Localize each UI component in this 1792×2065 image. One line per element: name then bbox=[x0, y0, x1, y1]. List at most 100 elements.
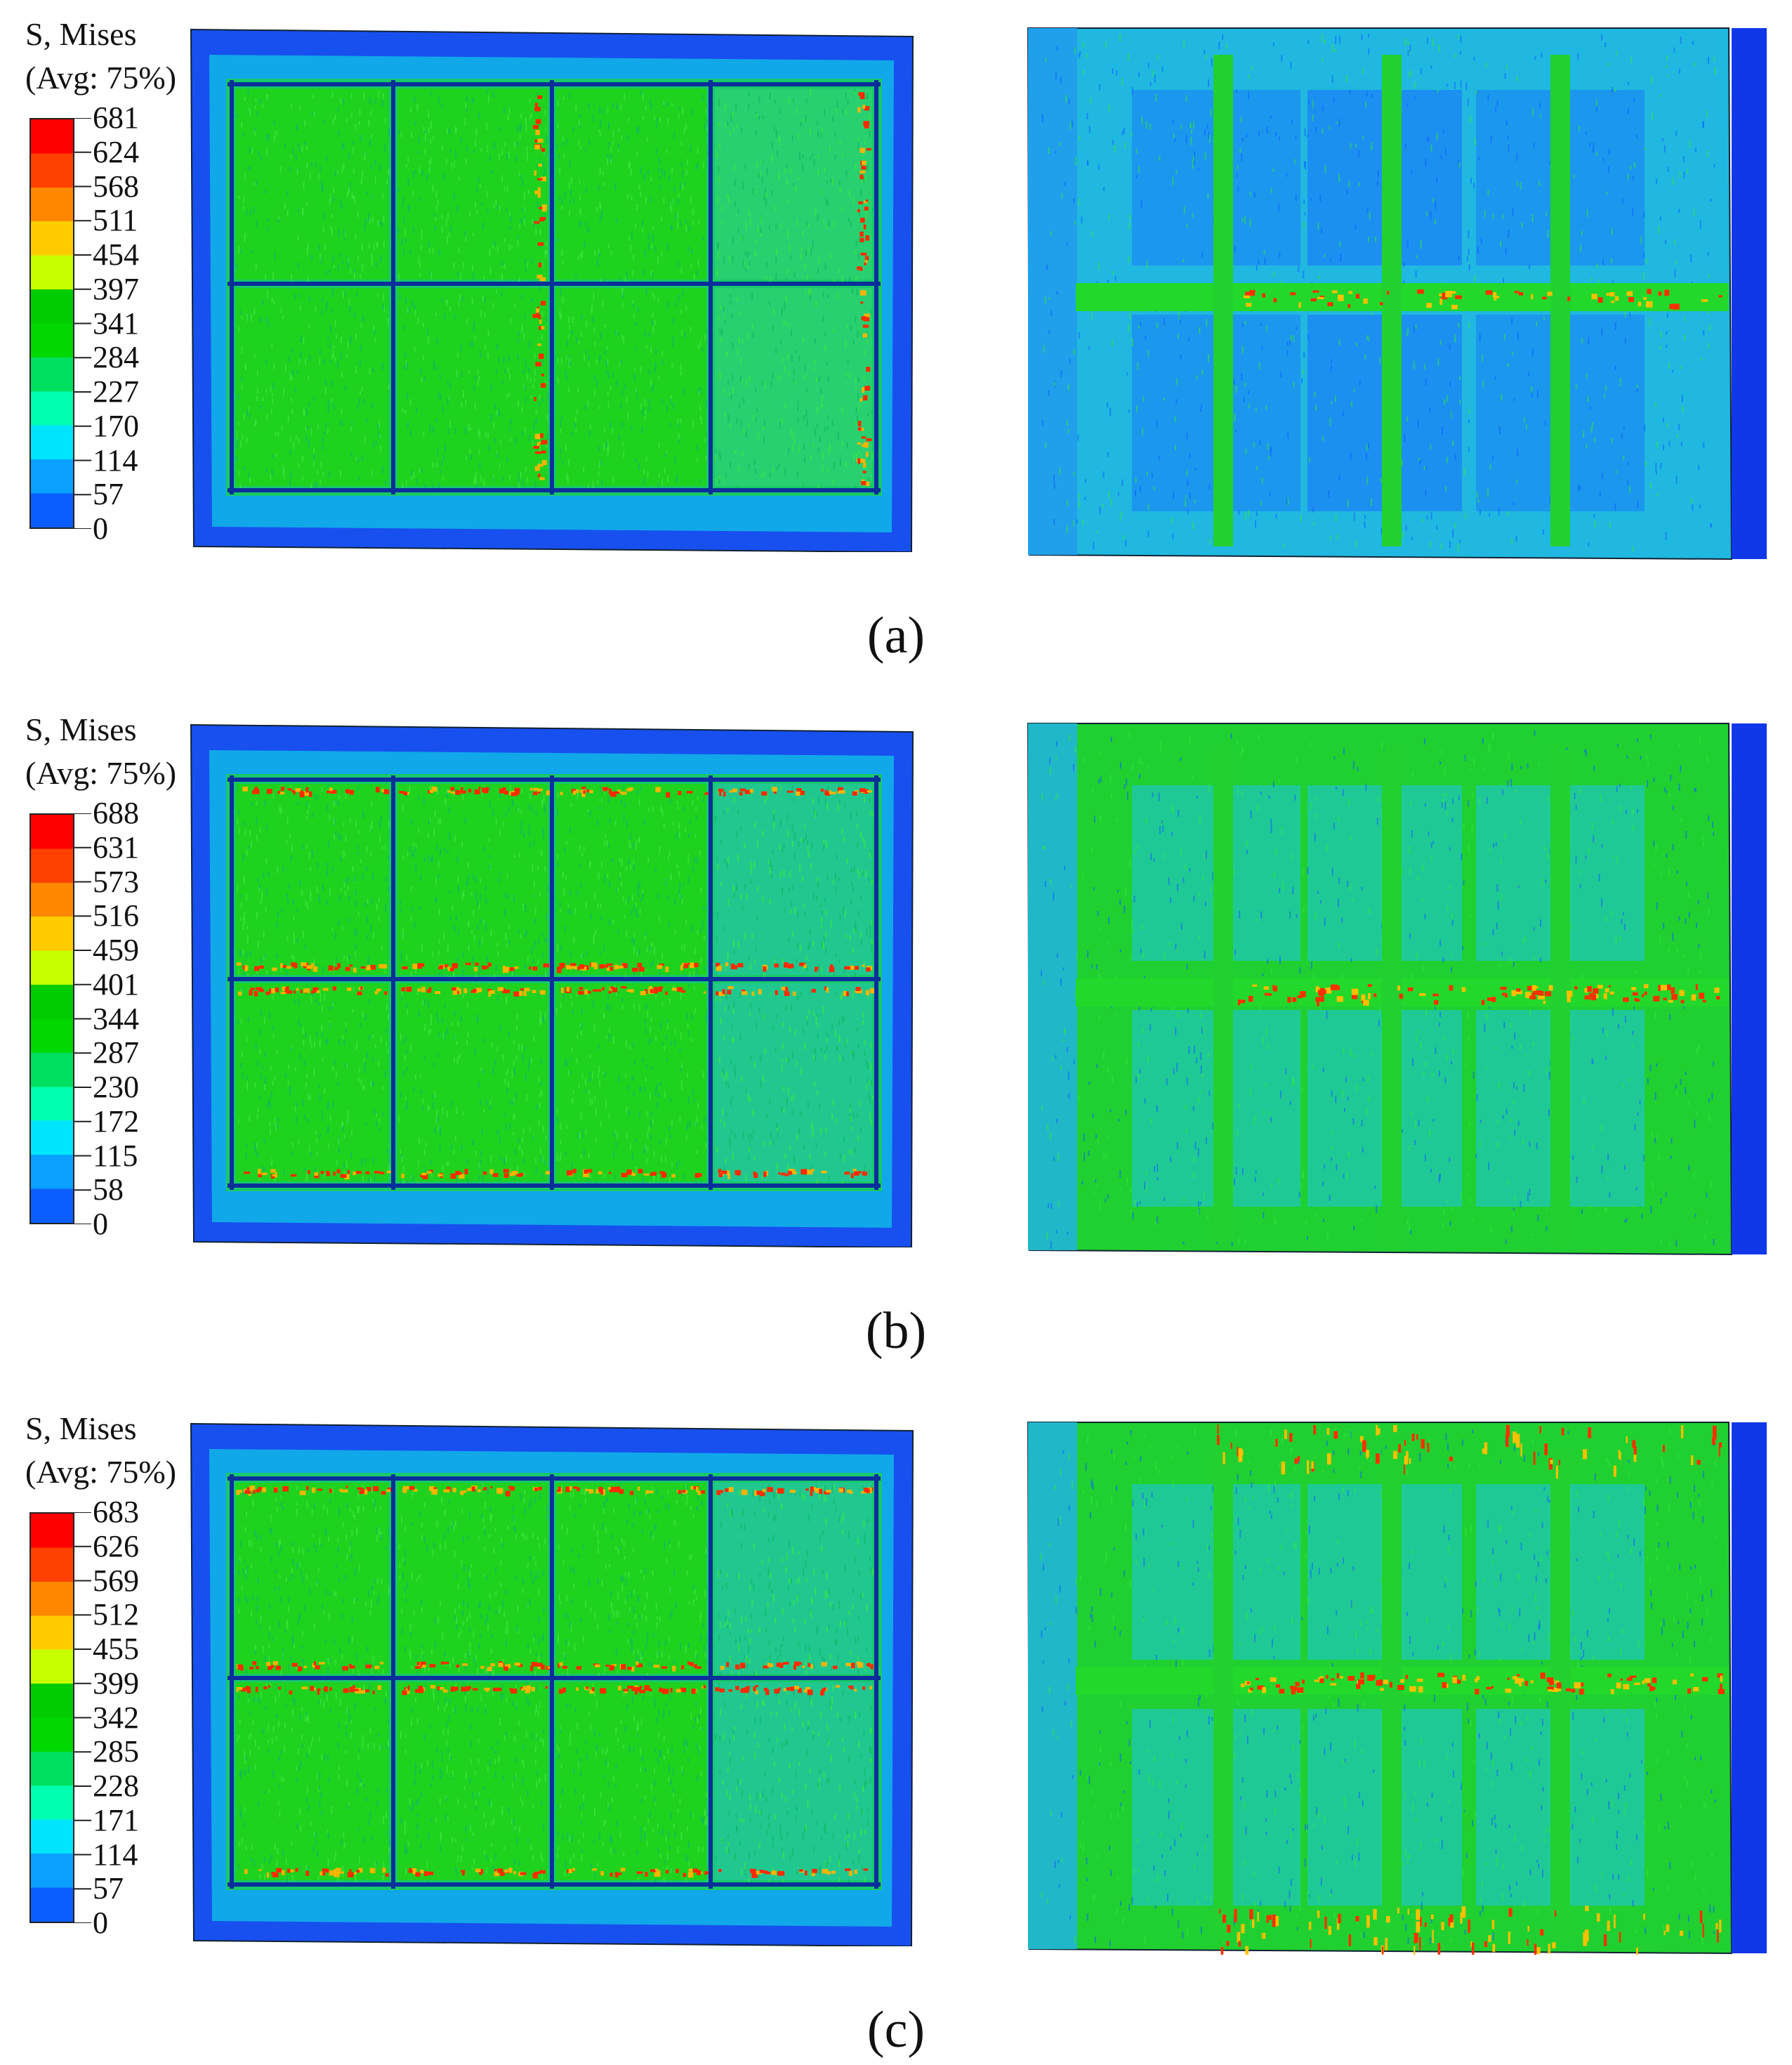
mesh-speckle bbox=[446, 159, 448, 165]
stress-hotspot bbox=[449, 967, 454, 971]
mesh-speckle bbox=[1209, 538, 1211, 545]
mesh-speckle bbox=[435, 312, 437, 317]
stress-hotspot bbox=[401, 1173, 404, 1179]
mesh-speckle bbox=[1172, 119, 1174, 124]
mesh-speckle bbox=[531, 258, 533, 264]
mesh-speckle bbox=[671, 1162, 673, 1167]
mesh-speckle bbox=[668, 1125, 671, 1132]
stress-hotspot bbox=[786, 790, 793, 793]
mesh-speckle bbox=[823, 844, 825, 851]
mesh-speckle bbox=[334, 932, 336, 939]
mesh-speckle bbox=[1135, 477, 1137, 483]
mesh-speckle bbox=[315, 1031, 317, 1037]
stress-hotspot bbox=[1426, 303, 1432, 308]
mesh-speckle bbox=[576, 1057, 578, 1064]
mesh-speckle bbox=[812, 798, 814, 804]
mesh-speckle bbox=[616, 103, 618, 110]
mesh-speckle bbox=[1189, 453, 1191, 459]
mesh-speckle bbox=[1355, 224, 1357, 230]
mesh-speckle bbox=[1449, 343, 1451, 350]
mesh-speckle bbox=[289, 480, 291, 487]
mesh-speckle bbox=[1710, 523, 1712, 527]
mesh-speckle bbox=[424, 1023, 426, 1031]
stress-hotspot bbox=[864, 259, 868, 264]
mesh-speckle bbox=[1309, 457, 1311, 462]
mesh-speckle bbox=[263, 872, 265, 879]
legend-value-labels: 688 631 573 516 459 401 344 287 230 172 … bbox=[93, 798, 191, 1240]
mesh-speckle bbox=[826, 426, 829, 431]
stress-hotspot bbox=[652, 990, 658, 994]
mesh-speckle bbox=[348, 955, 350, 959]
stress-hotspot bbox=[1417, 289, 1424, 294]
mesh-speckle bbox=[716, 857, 718, 861]
mesh-speckle bbox=[364, 1068, 366, 1073]
mesh-speckle bbox=[341, 143, 343, 150]
mesh-speckle bbox=[522, 1056, 524, 1063]
mesh-speckle bbox=[727, 952, 729, 960]
mesh-speckle bbox=[592, 1071, 594, 1079]
mesh-speckle bbox=[1658, 225, 1660, 234]
mesh-speckle bbox=[840, 995, 842, 1000]
mesh-speckle bbox=[1470, 177, 1472, 184]
mesh-speckle bbox=[509, 474, 511, 481]
mesh-speckle bbox=[438, 972, 440, 980]
mesh-speckle bbox=[655, 994, 657, 999]
stress-hotspot bbox=[443, 964, 449, 968]
mesh-speckle bbox=[423, 998, 426, 1005]
mesh-speckle bbox=[246, 1075, 248, 1080]
mesh-speckle bbox=[1426, 137, 1428, 141]
mesh-speckle bbox=[595, 206, 598, 213]
mesh-speckle bbox=[468, 945, 470, 951]
stress-hotspot bbox=[539, 788, 543, 791]
mesh-speckle bbox=[496, 452, 499, 458]
mesh-speckle bbox=[870, 483, 872, 487]
mesh-speckle bbox=[337, 1081, 339, 1086]
mesh-speckle bbox=[1336, 534, 1338, 541]
stress-hotspot bbox=[461, 790, 467, 794]
mesh-speckle bbox=[423, 376, 426, 381]
mesh-speckle bbox=[769, 867, 771, 874]
mesh-speckle bbox=[650, 1120, 652, 1128]
mesh-speckle bbox=[1324, 39, 1326, 44]
mesh-speckle bbox=[1324, 164, 1326, 173]
mesh-speckle bbox=[1414, 327, 1416, 334]
mesh-speckle bbox=[274, 252, 276, 260]
mesh-speckle bbox=[537, 938, 539, 944]
stress-hotspot bbox=[862, 324, 869, 328]
stress-hotspot bbox=[1451, 304, 1458, 310]
mesh-speckle bbox=[362, 1085, 364, 1090]
mesh-speckle bbox=[407, 421, 409, 429]
mesh-speckle bbox=[756, 914, 758, 921]
mesh-speckle bbox=[260, 957, 262, 965]
stress-hotspot bbox=[489, 1169, 494, 1174]
mesh-speckle bbox=[770, 277, 772, 283]
mesh-speckle bbox=[1579, 244, 1581, 253]
mesh-speckle bbox=[521, 1149, 523, 1155]
mesh-speckle bbox=[652, 226, 654, 231]
mesh-speckle bbox=[269, 1129, 271, 1135]
mesh-speckle bbox=[350, 93, 353, 98]
mesh-speckle bbox=[519, 223, 521, 228]
mesh-speckle bbox=[620, 104, 622, 110]
mesh-speckle bbox=[332, 255, 334, 263]
mesh-speckle bbox=[626, 1133, 628, 1139]
mesh-speckle bbox=[351, 192, 353, 199]
mesh-speckle bbox=[699, 850, 701, 857]
mesh-speckle bbox=[317, 1002, 319, 1006]
mesh-speckle bbox=[817, 407, 819, 414]
mesh-speckle bbox=[317, 796, 319, 800]
mesh-speckle bbox=[1406, 103, 1409, 107]
mesh-speckle bbox=[617, 929, 619, 933]
stress-hotspot bbox=[308, 791, 312, 797]
stress-hotspot bbox=[523, 991, 527, 997]
mesh-speckle bbox=[727, 192, 729, 198]
mesh-speckle bbox=[418, 137, 420, 144]
mesh-speckle bbox=[510, 245, 513, 249]
mesh-speckle bbox=[1079, 332, 1081, 339]
mesh-speckle bbox=[1430, 444, 1432, 450]
mesh-speckle bbox=[513, 971, 515, 979]
mesh-speckle bbox=[1644, 147, 1646, 150]
mesh-speckle bbox=[739, 787, 741, 792]
mesh-speckle bbox=[674, 302, 676, 306]
mesh-speckle bbox=[830, 178, 832, 183]
